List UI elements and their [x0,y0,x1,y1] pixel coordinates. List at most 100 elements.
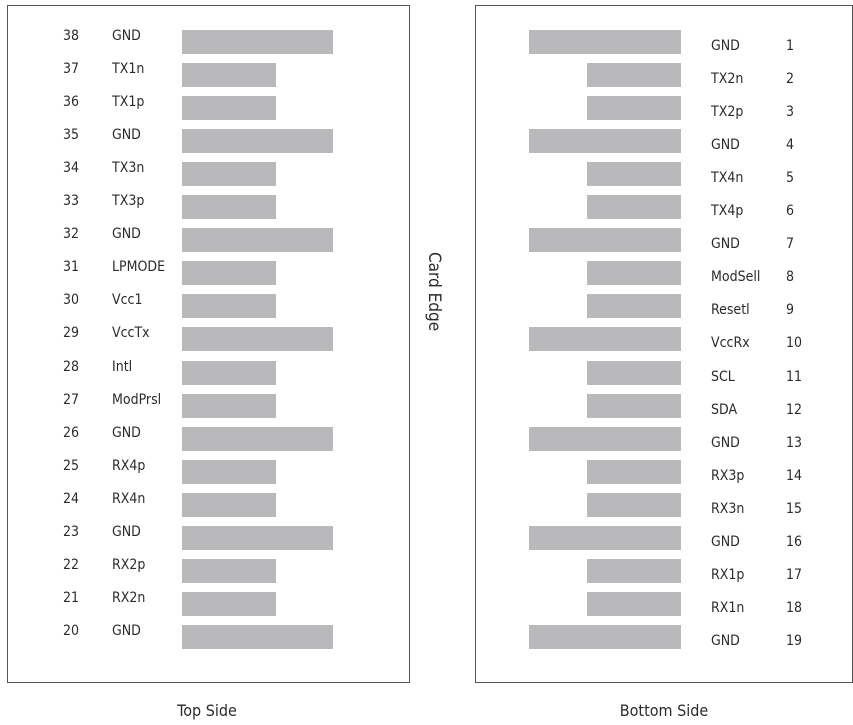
contact-pad [529,624,681,649]
pin-name: RX4p [112,457,146,474]
pin-name: TX3n [112,160,145,177]
pin-row: 24 RX4n [0,490,853,517]
pin-number: 10 [786,335,803,352]
pin-number: 16 [786,533,803,550]
pin-row: GND 13 [0,426,853,451]
pin-name: RX1p [711,566,745,583]
pin-row: 28 Intl [0,358,853,385]
pin-row: 22 RX2p [0,557,853,583]
pin-name: GND [112,523,141,540]
pin-name: ModPrsl [112,391,162,408]
pin-row: 20 GND [0,622,853,649]
contact-pad [182,96,276,121]
pin-name: LPMODE [112,259,166,276]
contact-pad [182,294,276,319]
pin-name: TX4p [711,203,744,220]
pin-name: RX1n [711,599,745,616]
pin-row: 30 Vcc1 [0,292,853,319]
contact-pad [529,327,681,352]
contact-pad [182,492,276,517]
pin-row: GND 1 [0,29,853,54]
pin-number: 32 [63,226,80,243]
pin-name: GND [112,127,141,144]
contact-pad [182,624,333,649]
pin-number: 28 [63,358,80,375]
pin-name: GND [112,226,141,243]
pin-row: VccRx 10 [0,326,853,352]
pin-row: 29 VccTx [0,325,853,352]
contact-pad [182,261,276,286]
pin-name: TX2p [711,104,744,121]
contact-pad [182,228,333,253]
contact-pad [587,96,681,121]
pin-row: SDA 12 [0,393,853,418]
bottom-side-caption: Bottom Side [619,701,709,720]
pin-number: 25 [63,457,80,474]
contact-pad [529,525,681,550]
contact-pad [587,492,681,517]
pin-row: 23 GND [0,523,853,550]
contact-pad [182,63,276,88]
pin-name: TX3p [112,193,145,210]
pin-number: 29 [63,325,80,342]
pin-name: GND [112,424,141,441]
contact-pad [587,294,681,319]
pin-number: 12 [786,401,803,418]
top-side-caption: Top Side [177,701,237,720]
contact-pad [182,129,333,154]
pin-name: TX4n [711,170,744,187]
contact-pad [587,459,681,484]
pin-name: GND [711,38,740,54]
pin-number: 38 [63,28,80,44]
pin-row: SCL 11 [0,360,853,385]
pin-name: VccTx [112,325,150,342]
pin-number: 26 [63,424,80,441]
pin-row: TX2n 2 [0,62,853,88]
pin-name: GND [711,434,740,451]
pin-number: 20 [63,622,80,639]
pin-name: RX3p [711,467,745,484]
pin-row: 26 GND [0,424,853,451]
pin-number: 23 [63,523,80,540]
contact-pad [529,30,681,54]
pin-name: TX1p [112,94,145,111]
pin-row: 35 GND [0,127,853,154]
contact-pad [587,195,681,220]
pin-number: 36 [63,94,80,111]
pin-row: RX1p 17 [0,558,853,583]
pin-number: 15 [786,500,803,517]
pin-number: 2 [786,71,795,88]
pin-number: 5 [786,170,795,187]
contact-pad [529,426,681,451]
pin-name: RX4n [112,490,146,507]
pin-number: 13 [786,434,803,451]
pin-name: TX2n [711,71,744,88]
pin-number: 37 [63,61,80,78]
pin-number: 21 [63,589,80,606]
pin-name: GND [711,632,740,649]
contact-pad [529,228,681,253]
pin-row: ModSell 8 [0,260,853,286]
contact-pad [182,459,276,484]
contact-pad [182,591,276,616]
pin-row: RX3p 14 [0,459,853,484]
pin-name: Vcc1 [112,292,143,309]
pin-number: 19 [786,632,803,649]
contact-pad [529,129,681,154]
contact-pad [182,195,276,220]
pin-number: 11 [786,368,803,385]
pin-number: 31 [63,259,80,276]
pin-name: GND [112,622,141,639]
contact-pad [587,261,681,286]
pin-name: GND [711,533,740,550]
pin-row: 33 TX3p [0,193,853,220]
pin-name: VccRx [711,335,750,352]
pin-number: 6 [786,203,795,220]
pin-row: TX2p 3 [0,95,853,121]
pin-name: Intl [112,358,133,375]
pin-row: TX4p 6 [0,194,853,220]
pin-name: RX3n [711,500,745,517]
pin-row: 32 GND [0,226,853,253]
pin-number: 30 [63,292,80,309]
contact-pad [587,591,681,616]
